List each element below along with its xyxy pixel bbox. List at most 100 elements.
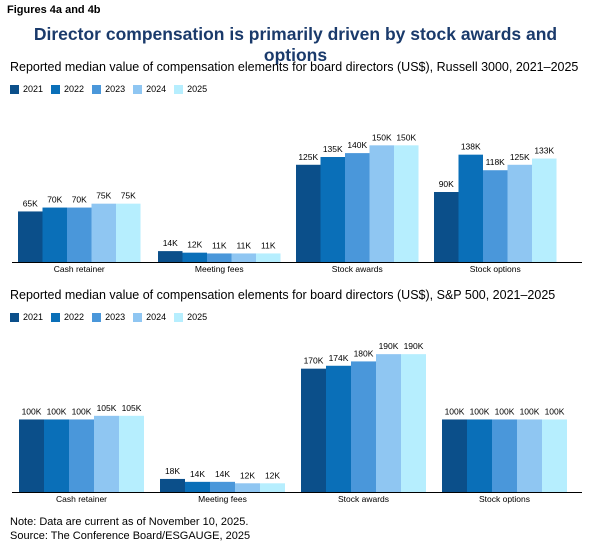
data-label: 133K	[534, 146, 554, 156]
legend-swatch	[92, 312, 102, 322]
bar-cash-retainer-2025	[116, 203, 141, 262]
data-label: 105K	[97, 403, 117, 413]
category-label: Stock options	[479, 494, 530, 504]
bar-meeting-fees-2025	[256, 253, 281, 262]
data-label: 135K	[323, 144, 343, 154]
bar-stock-awards-2025	[401, 354, 426, 492]
legend-label: 2021	[23, 84, 44, 94]
bar-meeting-fees-2021	[160, 478, 185, 492]
data-label: 12K	[187, 240, 202, 250]
data-label: 125K	[510, 152, 530, 162]
data-label: 100K	[520, 406, 540, 416]
bar-meeting-fees-2022	[185, 481, 210, 492]
data-label: 11K	[212, 240, 227, 250]
bar-stock-options-2023	[483, 170, 508, 262]
legend-item-2021: 2021	[10, 84, 43, 94]
data-label: 118K	[486, 157, 506, 167]
data-label: 70K	[47, 195, 62, 205]
legend-item-2023: 2023	[92, 312, 125, 322]
legend-item-2025: 2025	[174, 84, 207, 94]
legend-label: 2021	[23, 312, 44, 322]
bar-cash-retainer-2023	[67, 207, 92, 262]
bar-meeting-fees-2021	[158, 251, 183, 262]
legend-label: 2022	[64, 84, 85, 94]
source-text: Source: The Conference Board/ESGAUGE, 20…	[10, 530, 251, 542]
category-label: Stock awards	[338, 494, 389, 504]
legend-item-2021: 2021	[10, 312, 43, 322]
bar-cash-retainer-2025	[119, 415, 144, 492]
bar-cash-retainer-2024	[91, 203, 116, 262]
bar-stock-options-2024	[517, 419, 542, 492]
data-label: 100K	[47, 406, 67, 416]
main-title: Director compensation is primarily drive…	[33, 24, 558, 65]
chart2-plot: 100K 100K 100K 105K 105K Cash retainer 18K 14K 1…	[12, 341, 582, 504]
legend-swatch	[10, 84, 19, 94]
data-label: 12K	[265, 470, 280, 480]
legend-swatch	[174, 312, 184, 322]
chart1-plot: 65K 70K 70K 75K 75K Cash retainer 14K 12K 11K 11K…	[12, 132, 582, 274]
bar-cash-retainer-2022	[42, 207, 67, 262]
legend-swatch	[51, 84, 61, 94]
chart2-legend: 2021 2022 2023 2024 2025	[10, 312, 215, 322]
bar-stock-options-2025	[542, 419, 567, 492]
data-label: 180K	[354, 348, 374, 358]
category-label: Stock options	[470, 264, 521, 274]
data-label: 14K	[215, 469, 230, 479]
bar-cash-retainer-2021	[19, 419, 44, 492]
bar-cash-retainer-2021	[18, 211, 43, 262]
data-label: 18K	[165, 466, 180, 476]
figure-label: Figures 4a and 4b	[7, 4, 101, 16]
legend-swatch	[174, 84, 184, 94]
data-label: 14K	[163, 238, 178, 248]
bar-stock-awards-2022	[326, 365, 351, 492]
category-label: Meeting fees	[195, 264, 244, 274]
bar-stock-options-2024	[507, 164, 532, 262]
legend-item-2024: 2024	[133, 84, 166, 94]
data-label: 90K	[439, 179, 454, 189]
data-label: 125K	[298, 152, 318, 162]
legend-label: 2025	[187, 312, 208, 322]
data-label: 14K	[190, 469, 205, 479]
bar-stock-awards-2024	[369, 145, 394, 262]
category-label: Meeting fees	[198, 494, 247, 504]
data-label: 70K	[72, 195, 87, 205]
bar-stock-options-2021	[442, 419, 467, 492]
bar-meeting-fees-2024	[231, 253, 256, 262]
data-label: 174K	[329, 353, 349, 363]
data-label: 138K	[461, 142, 481, 152]
bar-stock-awards-2024	[376, 354, 401, 492]
bar-cash-retainer-2023	[69, 419, 94, 492]
data-label: 100K	[470, 406, 490, 416]
data-label: 190K	[404, 341, 424, 351]
data-label: 100K	[495, 406, 515, 416]
bar-cash-retainer-2024	[94, 415, 119, 492]
data-label: 105K	[122, 403, 142, 413]
legend-swatch	[51, 312, 61, 322]
data-label: 190K	[379, 341, 399, 351]
chart1-title: Reported median value of compensation el…	[10, 60, 579, 74]
legend-item-2023: 2023	[92, 84, 125, 94]
data-label: 75K	[121, 191, 136, 201]
data-label: 140K	[347, 140, 367, 150]
bar-stock-options-2023	[492, 419, 517, 492]
data-label: 65K	[23, 198, 38, 208]
legend-label: 2025	[187, 84, 208, 94]
data-label: 11K	[261, 240, 276, 250]
category-label: Stock awards	[332, 264, 383, 274]
legend-swatch	[92, 84, 102, 94]
legend-item-2024: 2024	[133, 312, 166, 322]
bar-meeting-fees-2023	[207, 253, 232, 262]
bar-stock-options-2022	[467, 419, 492, 492]
chart2-title: Reported median value of compensation el…	[10, 288, 556, 302]
legend-item-2022: 2022	[51, 84, 84, 94]
legend-label: 2023	[105, 84, 126, 94]
bar-meeting-fees-2025	[260, 483, 285, 492]
bar-stock-awards-2023	[351, 361, 376, 492]
bar-stock-awards-2023	[345, 153, 370, 262]
bar-stock-options-2022	[458, 154, 483, 262]
note-text: Note: Data are current as of November 10…	[10, 516, 249, 528]
legend-swatch	[133, 84, 143, 94]
data-label: 100K	[22, 406, 42, 416]
legend-label: 2023	[105, 312, 126, 322]
data-label: 75K	[96, 191, 111, 201]
